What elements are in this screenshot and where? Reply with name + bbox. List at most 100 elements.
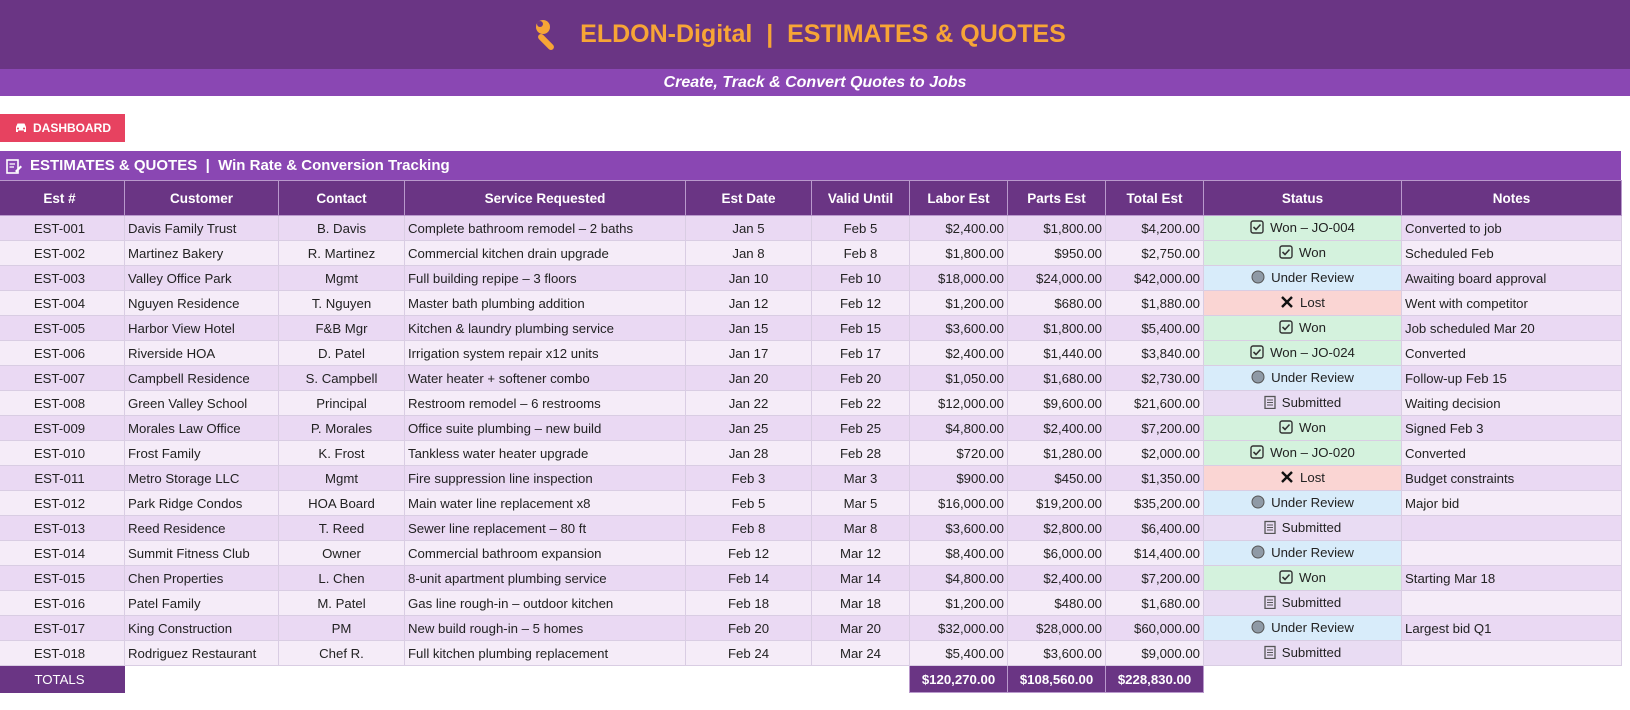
table-row[interactable]: EST-009 Morales Law Office P. Morales Offic… [0,415,1622,441]
service-cell[interactable]: Commercial bathroom expansion [404,540,686,566]
col-header-labor[interactable]: Labor Est [909,180,1008,216]
table-row[interactable]: EST-002 Martinez Bakery R. Martinez Commerc… [0,240,1622,266]
est-id-cell[interactable]: EST-005 [0,315,125,341]
total-cell[interactable]: $3,840.00 [1105,340,1204,366]
parts-cell[interactable]: $950.00 [1007,240,1106,266]
customer-cell[interactable]: Campbell Residence [124,365,279,391]
service-cell[interactable]: Office suite plumbing – new build [404,415,686,441]
contact-cell[interactable]: P. Morales [278,415,405,441]
customer-cell[interactable]: Morales Law Office [124,415,279,441]
customer-cell[interactable]: Valley Office Park [124,265,279,291]
status-cell[interactable]: Won [1203,565,1402,591]
col-header-valid-until[interactable]: Valid Until [811,180,910,216]
notes-cell[interactable]: Signed Feb 3 [1401,415,1622,441]
status-cell[interactable]: Submitted [1203,515,1402,541]
est-date-cell[interactable]: Feb 5 [685,490,812,516]
contact-cell[interactable]: T. Nguyen [278,290,405,316]
parts-cell[interactable]: $19,200.00 [1007,490,1106,516]
parts-cell[interactable]: $2,400.00 [1007,565,1106,591]
total-cell[interactable]: $1,880.00 [1105,290,1204,316]
est-date-cell[interactable]: Feb 3 [685,465,812,491]
valid-until-cell[interactable]: Mar 18 [811,590,910,616]
notes-cell[interactable]: Scheduled Feb [1401,240,1622,266]
parts-cell[interactable]: $24,000.00 [1007,265,1106,291]
service-cell[interactable]: New build rough-in – 5 homes [404,615,686,641]
labor-cell[interactable]: $3,600.00 [909,315,1008,341]
est-date-cell[interactable]: Jan 8 [685,240,812,266]
total-cell[interactable]: $14,400.00 [1105,540,1204,566]
service-cell[interactable]: Restroom remodel – 6 restrooms [404,390,686,416]
col-header-notes[interactable]: Notes [1401,180,1622,216]
table-row[interactable]: EST-010 Frost Family K. Frost Tankless wate… [0,440,1622,466]
parts-cell[interactable]: $6,000.00 [1007,540,1106,566]
parts-cell[interactable]: $9,600.00 [1007,390,1106,416]
valid-until-cell[interactable]: Feb 28 [811,440,910,466]
parts-cell[interactable]: $2,400.00 [1007,415,1106,441]
contact-cell[interactable]: Chef R. [278,640,405,666]
contact-cell[interactable]: HOA Board [278,490,405,516]
service-cell[interactable]: Sewer line replacement – 80 ft [404,515,686,541]
total-cell[interactable]: $2,000.00 [1105,440,1204,466]
est-date-cell[interactable]: Jan 20 [685,365,812,391]
table-row[interactable]: EST-001 Davis Family Trust B. Davis Complet… [0,215,1622,241]
table-row[interactable]: EST-013 Reed Residence T. Reed Sewer line r… [0,515,1622,541]
labor-cell[interactable]: $32,000.00 [909,615,1008,641]
notes-cell[interactable]: Converted [1401,440,1622,466]
valid-until-cell[interactable]: Feb 22 [811,390,910,416]
est-id-cell[interactable]: EST-009 [0,415,125,441]
est-date-cell[interactable]: Jan 15 [685,315,812,341]
customer-cell[interactable]: Summit Fitness Club [124,540,279,566]
service-cell[interactable]: Fire suppression line inspection [404,465,686,491]
table-row[interactable]: EST-008 Green Valley School Principal Restr… [0,390,1622,416]
parts-cell[interactable]: $2,800.00 [1007,515,1106,541]
customer-cell[interactable]: Green Valley School [124,390,279,416]
status-cell[interactable]: Won [1203,240,1402,266]
service-cell[interactable]: Water heater + softener combo [404,365,686,391]
labor-cell[interactable]: $4,800.00 [909,565,1008,591]
notes-cell[interactable] [1401,515,1622,541]
status-cell[interactable]: Won [1203,315,1402,341]
table-row[interactable]: EST-014 Summit Fitness Club Owner Commercia… [0,540,1622,566]
notes-cell[interactable]: Largest bid Q1 [1401,615,1622,641]
est-date-cell[interactable]: Jan 17 [685,340,812,366]
est-date-cell[interactable]: Jan 5 [685,215,812,241]
est-id-cell[interactable]: EST-007 [0,365,125,391]
contact-cell[interactable]: T. Reed [278,515,405,541]
parts-cell[interactable]: $1,440.00 [1007,340,1106,366]
parts-cell[interactable]: $680.00 [1007,290,1106,316]
labor-cell[interactable]: $1,200.00 [909,590,1008,616]
table-row[interactable]: EST-012 Park Ridge Condos HOA Board Main wa… [0,490,1622,516]
total-cell[interactable]: $60,000.00 [1105,615,1204,641]
est-date-cell[interactable]: Feb 20 [685,615,812,641]
service-cell[interactable]: 8-unit apartment plumbing service [404,565,686,591]
notes-cell[interactable]: Starting Mar 18 [1401,565,1622,591]
customer-cell[interactable]: Nguyen Residence [124,290,279,316]
status-cell[interactable]: Won – JO-024 [1203,340,1402,366]
contact-cell[interactable]: K. Frost [278,440,405,466]
contact-cell[interactable]: R. Martinez [278,240,405,266]
total-cell[interactable]: $21,600.00 [1105,390,1204,416]
service-cell[interactable]: Commercial kitchen drain upgrade [404,240,686,266]
valid-until-cell[interactable]: Feb 12 [811,290,910,316]
est-id-cell[interactable]: EST-013 [0,515,125,541]
status-cell[interactable]: Lost [1203,465,1402,491]
customer-cell[interactable]: Rodriguez Restaurant [124,640,279,666]
status-cell[interactable]: Won [1203,415,1402,441]
total-cell[interactable]: $35,200.00 [1105,490,1204,516]
col-header-status[interactable]: Status [1203,180,1402,216]
table-row[interactable]: EST-003 Valley Office Park Mgmt Full buildi… [0,265,1622,291]
labor-cell[interactable]: $1,800.00 [909,240,1008,266]
labor-cell[interactable]: $4,800.00 [909,415,1008,441]
est-date-cell[interactable]: Jan 12 [685,290,812,316]
customer-cell[interactable]: Riverside HOA [124,340,279,366]
status-cell[interactable]: Under Review [1203,615,1402,641]
est-date-cell[interactable]: Jan 25 [685,415,812,441]
est-id-cell[interactable]: EST-016 [0,590,125,616]
est-id-cell[interactable]: EST-012 [0,490,125,516]
valid-until-cell[interactable]: Mar 14 [811,565,910,591]
table-row[interactable]: EST-005 Harbor View Hotel F&B Mgr Kitchen &… [0,315,1622,341]
service-cell[interactable]: Full building repipe – 3 floors [404,265,686,291]
labor-cell[interactable]: $5,400.00 [909,640,1008,666]
table-row[interactable]: EST-017 King Construction PM New build roug… [0,615,1622,641]
table-row[interactable]: EST-018 Rodriguez Restaurant Chef R. Full k… [0,640,1622,666]
